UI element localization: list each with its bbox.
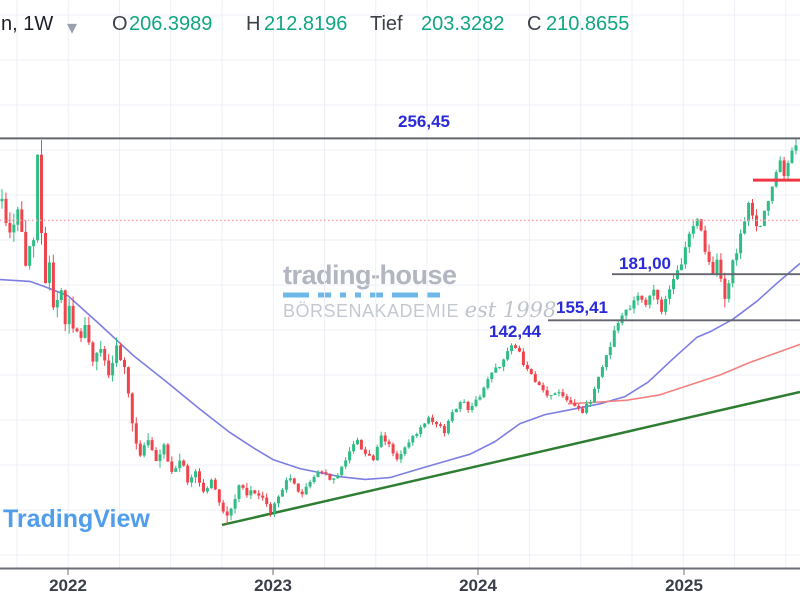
trendline[interactable] — [221, 390, 800, 527]
price-level-label[interactable]: 181,00 — [619, 254, 671, 273]
x-axis-label: 2024 — [459, 576, 497, 595]
price-level-label[interactable]: 256,45 — [398, 112, 450, 131]
tradingview-logo[interactable]: TradingView — [3, 505, 150, 533]
moving-average-red — [567, 343, 800, 405]
grid — [0, 0, 800, 568]
x-axis-label: 2022 — [49, 576, 87, 595]
x-axis-label: 2023 — [254, 576, 292, 595]
peak-price-label[interactable]: 142,44 — [489, 322, 541, 341]
candlestick-series — [0, 139, 798, 525]
x-axis-label: 2025 — [665, 576, 703, 595]
moving-average-blue — [0, 262, 800, 481]
price-level-label[interactable]: 155,41 — [556, 298, 608, 317]
